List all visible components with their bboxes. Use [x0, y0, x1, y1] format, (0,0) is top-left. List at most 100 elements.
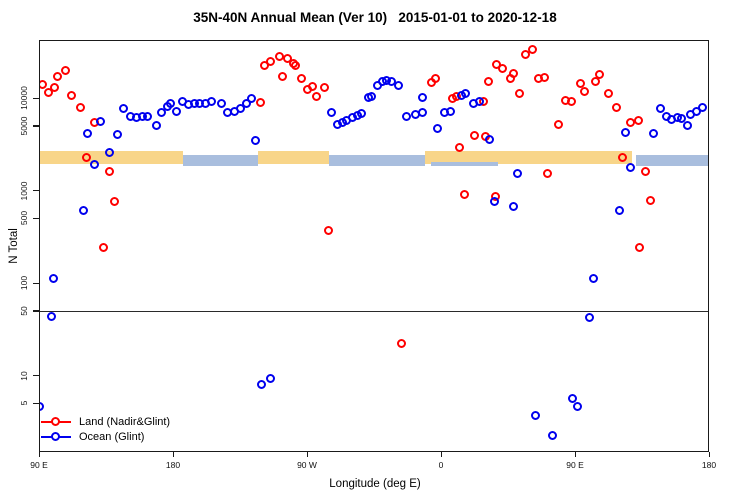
- x-tick: [708, 452, 710, 457]
- land-data-point: [508, 68, 518, 78]
- y-tick-label: 5: [19, 400, 29, 406]
- land-data-point: [319, 82, 329, 92]
- land-data-point: [514, 89, 524, 99]
- ocean-data-point: [367, 91, 377, 101]
- ocean-data-point: [83, 128, 93, 138]
- y-tick: [33, 190, 39, 192]
- ocean-data-point: [401, 112, 411, 122]
- y-tick: [33, 402, 39, 405]
- ocean-data-point: [418, 92, 428, 102]
- ocean-data-point: [47, 311, 57, 321]
- land-data-point: [431, 74, 441, 84]
- y-tick-label: 100: [19, 275, 29, 291]
- ocean-data-point: [257, 379, 267, 389]
- ocean-data-point: [531, 411, 541, 421]
- land-data-point: [566, 96, 576, 106]
- legend-item-ocean: Ocean (Glint): [41, 429, 170, 444]
- legend-label-land: Land (Nadir&Glint): [79, 415, 171, 428]
- land-data-point: [553, 119, 563, 129]
- land-data-point: [498, 63, 508, 73]
- ocean-data-point: [105, 147, 115, 157]
- x-tick-label: 180: [701, 460, 717, 470]
- x-tick: [38, 452, 40, 457]
- ocean-data-point: [166, 98, 176, 108]
- y-tick: [33, 125, 39, 127]
- ocean-data-point: [589, 274, 599, 284]
- ocean-data-point: [697, 102, 707, 112]
- ocean-data-point: [157, 107, 167, 117]
- land-data-point: [470, 130, 480, 140]
- land-data-point: [109, 196, 119, 206]
- land-data-point: [590, 76, 600, 86]
- y-tick: [33, 375, 39, 377]
- ocean-data-point: [489, 196, 499, 206]
- plot-area: Land (Nadir&Glint) Ocean (Glint): [39, 40, 709, 452]
- ocean-data-point: [78, 205, 88, 215]
- ocean-data-point: [485, 135, 495, 145]
- land-data-point: [540, 73, 550, 83]
- ocean-data-point: [446, 106, 456, 116]
- ocean-mean-band: [636, 154, 709, 167]
- land-data-point: [99, 242, 109, 252]
- land-data-point: [455, 142, 465, 152]
- x-tick-label: 90 W: [297, 460, 317, 470]
- ocean-data-point: [508, 202, 518, 212]
- ocean-mean-band: [183, 154, 258, 167]
- land-data-point: [459, 190, 469, 200]
- ocean-data-point: [151, 120, 161, 130]
- x-tick: [574, 452, 576, 457]
- land-data-point: [60, 65, 70, 75]
- land-data-point: [105, 167, 115, 177]
- ocean-data-point: [394, 80, 404, 90]
- ocean-data-point: [432, 124, 442, 134]
- land-series-swatch: [41, 416, 71, 427]
- x-tick-label: 0: [438, 460, 444, 470]
- land-data-point: [324, 226, 334, 236]
- ocean-data-point: [677, 114, 687, 124]
- ocean-data-point: [626, 162, 636, 172]
- ocean-data-point: [217, 98, 227, 108]
- land-data-point: [282, 53, 292, 63]
- x-tick: [172, 452, 174, 457]
- ocean-mean-band: [329, 154, 425, 167]
- ocean-data-point: [246, 93, 256, 103]
- land-data-point: [278, 71, 288, 81]
- land-data-point: [44, 87, 54, 97]
- legend-label-ocean: Ocean (Glint): [79, 430, 145, 443]
- x-tick-label: 90 E: [30, 460, 48, 470]
- plot-border: [39, 40, 709, 452]
- land-data-point: [543, 168, 553, 178]
- land-data-point: [66, 90, 76, 100]
- land-data-point: [635, 242, 645, 252]
- land-data-point: [645, 195, 655, 205]
- ocean-mean-band-specks: [430, 161, 498, 167]
- reference-line-50: [39, 310, 709, 313]
- land-data-point: [604, 89, 614, 99]
- land-data-point: [307, 81, 317, 91]
- land-data-point: [255, 98, 265, 108]
- ocean-data-point: [656, 103, 666, 113]
- y-tick-label: 1000: [19, 181, 29, 200]
- ocean-data-point: [90, 159, 100, 169]
- ocean-data-point: [266, 373, 276, 383]
- ocean-data-point: [112, 129, 122, 139]
- ocean-data-point: [142, 111, 152, 121]
- land-data-point: [633, 116, 643, 126]
- land-data-point: [595, 69, 605, 79]
- y-axis-title: N Total: [8, 228, 20, 264]
- land-circle-icon: [51, 416, 60, 426]
- legend: Land (Nadir&Glint) Ocean (Glint): [41, 414, 170, 444]
- x-tick: [306, 452, 308, 457]
- y-tick: [33, 97, 39, 99]
- y-tick-label: 50: [19, 306, 29, 316]
- ocean-data-point: [584, 312, 594, 322]
- ocean-data-point: [513, 168, 523, 178]
- y-tick-label: 10: [19, 370, 29, 381]
- ocean-data-point: [172, 106, 182, 116]
- land-data-point: [575, 78, 585, 88]
- land-data-point: [611, 102, 621, 112]
- land-data-point: [291, 60, 301, 70]
- ocean-data-point: [683, 120, 693, 130]
- land-data-point: [617, 152, 627, 162]
- land-data-point: [50, 82, 60, 92]
